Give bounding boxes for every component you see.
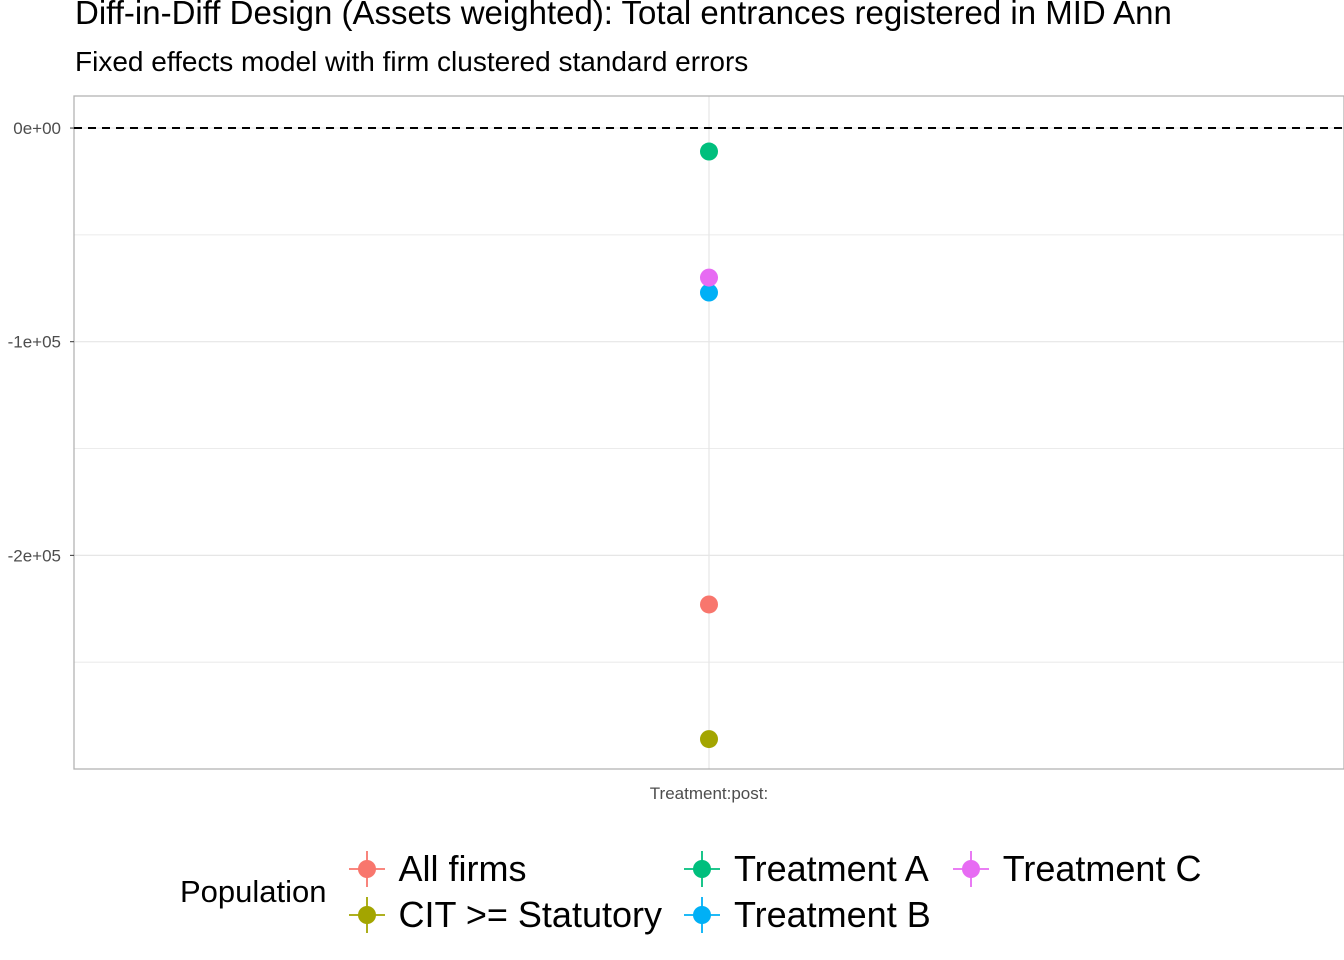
legend-key-icon: [952, 851, 989, 887]
chart-plot: 0e+00 -1e+05 -2e+05 Treatment:post:: [8, 95, 1344, 803]
legend-items: All firms CIT >= Statutory Treatment A Trea…: [347, 846, 1202, 938]
legend-key-icon: [683, 851, 720, 887]
legend-item: Treatment A: [682, 846, 931, 892]
legend-item: CIT >= Statutory: [347, 892, 662, 938]
point-treatment-c: [700, 268, 718, 287]
y-tick-label: 0e+00: [13, 119, 61, 138]
legend-key-icon: [683, 897, 720, 933]
legend-key-icon: [348, 851, 385, 887]
y-tick-label: -2e+05: [8, 546, 61, 565]
y-tick-label: -1e+05: [8, 333, 61, 352]
legend-label: Treatment A: [733, 848, 929, 889]
legend-label: Treatment B: [733, 894, 931, 935]
legend-key-icon: [348, 897, 385, 933]
plot-border: [73, 95, 1344, 770]
point-all-firms: [700, 595, 718, 614]
chart-title: Diff-in-Diff Design (Assets weighted): T…: [75, 0, 1172, 31]
legend-item: All firms: [347, 846, 662, 892]
legend-item: Treatment C: [951, 846, 1202, 892]
legend-label: Treatment C: [1002, 848, 1202, 889]
legend: Population All firms CIT >= Statutory Trea…: [180, 846, 1201, 938]
legend-label: All firms: [398, 848, 527, 889]
point-treatment-b: [700, 283, 718, 302]
chart-subtitle: Fixed effects model with firm clustered …: [75, 46, 749, 77]
legend-item: Treatment B: [682, 892, 931, 938]
legend-label: CIT >= Statutory: [398, 894, 662, 935]
legend-title: Population: [180, 874, 327, 909]
point-cit-statutory: [700, 730, 718, 749]
x-tick-label: Treatment:post:: [650, 784, 768, 803]
point-treatment-a: [700, 142, 718, 161]
